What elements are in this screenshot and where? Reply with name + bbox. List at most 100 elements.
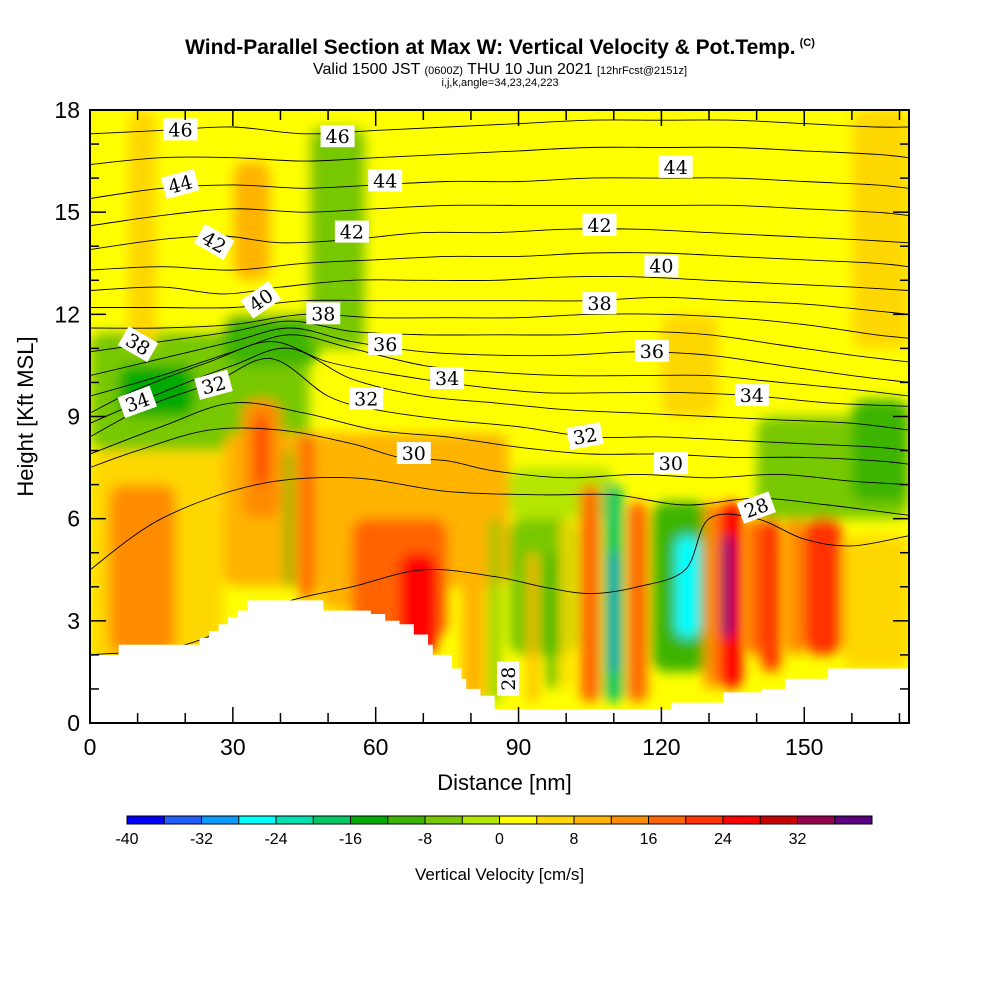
y-tick-label: 15 xyxy=(54,199,80,225)
terrain xyxy=(90,600,909,723)
copyright-mark: (C) xyxy=(799,37,815,49)
theta-label-text: 32 xyxy=(354,389,378,411)
velocity-cell xyxy=(489,518,500,703)
y-axis-label: Height [Kft MSL] xyxy=(13,336,38,496)
theta-label-30: 30 xyxy=(653,452,688,475)
theta-contour-36 xyxy=(90,327,909,383)
theta-contour-30 xyxy=(90,427,909,486)
theta-contour-31 xyxy=(90,402,909,465)
theta-label-box xyxy=(117,326,159,363)
velocity-cell xyxy=(851,110,909,349)
colorbar: -40 -32 -24 -16 -8 0 8 16 24 32 Vertical Velocity … xyxy=(115,815,873,884)
x-axis-label: Distance [nm] xyxy=(437,770,572,795)
velocity-cell xyxy=(232,161,271,281)
colorbar-swatch xyxy=(760,816,798,824)
colorbar-swatch xyxy=(685,816,724,824)
y-tick-label: 0 xyxy=(67,710,80,736)
theta-label-text: 44 xyxy=(373,171,397,193)
x-tick-label: 120 xyxy=(642,734,680,760)
theta-label-text: 30 xyxy=(659,453,683,475)
velocity-cell xyxy=(461,518,486,703)
chart-subtitle: Valid 1500 JST (0600Z) THU 10 Jun 2021 [… xyxy=(0,61,1000,79)
theta-label-box xyxy=(194,223,235,260)
theta-contour-37 xyxy=(90,320,909,363)
y-tick-label: 18 xyxy=(54,97,80,123)
velocity-cell xyxy=(675,535,700,638)
theta-label-box xyxy=(334,220,369,243)
theta-label-42: 42 xyxy=(334,220,369,244)
colorbar-swatch xyxy=(462,816,500,824)
theta-label-text: 32 xyxy=(571,424,599,450)
velocity-cell xyxy=(661,314,719,417)
forecast-info: [12hrFcst@2151z] xyxy=(596,65,688,77)
valid-zulu: (0600Z) xyxy=(424,65,463,77)
colorbar-swatch xyxy=(127,816,165,824)
theta-label-44: 44 xyxy=(368,169,403,193)
colorbar-tick-label: 32 xyxy=(789,831,807,848)
theta-label-text: 42 xyxy=(587,215,611,237)
velocity-cell xyxy=(299,433,314,601)
velocity-cell xyxy=(528,552,538,703)
x-tick-label: 90 xyxy=(506,734,532,760)
theta-label-box xyxy=(634,339,669,362)
theta-label-32: 32 xyxy=(566,422,604,450)
theta-label-46: 46 xyxy=(163,118,198,141)
theta-label-46: 46 xyxy=(320,125,355,148)
theta-label-text: 36 xyxy=(640,341,664,363)
theta-label-28: 28 xyxy=(497,661,520,696)
colorbar-swatch xyxy=(648,816,687,824)
theta-contour-35 xyxy=(90,334,909,397)
x-tick-label: 0 xyxy=(84,734,97,760)
theta-label-box xyxy=(736,491,776,524)
theta-contour-45 xyxy=(90,146,909,165)
velocity-cell xyxy=(547,552,557,689)
theta-contour-40 xyxy=(90,276,909,295)
colorbar-tick-label: -24 xyxy=(264,831,287,848)
theta-label-34: 34 xyxy=(734,384,769,407)
colorbar-swatch xyxy=(425,816,463,824)
y-tick-label: 6 xyxy=(67,506,80,532)
theta-label-44: 44 xyxy=(658,155,693,179)
theta-label-text: 42 xyxy=(340,222,364,244)
velocity-cell xyxy=(785,518,805,655)
y-tick-label: 12 xyxy=(54,301,80,327)
chart-title: Wind-Parallel Section at Max W: Vertical… xyxy=(0,36,1000,60)
theta-label-box xyxy=(653,452,688,475)
theta-contour-39 xyxy=(90,296,909,315)
theta-label-box xyxy=(497,661,519,696)
theta-label-box xyxy=(582,292,617,315)
velocity-cell xyxy=(561,518,571,689)
velocity-cell xyxy=(747,518,762,655)
theta-label-box xyxy=(658,155,693,178)
velocity-cell xyxy=(723,535,733,638)
valid-date: THU 10 Jun 2021 xyxy=(467,61,593,78)
x-tick-label: 150 xyxy=(785,734,823,760)
theta-label-box xyxy=(306,302,341,325)
velocity-cell xyxy=(804,518,843,655)
theta-label-text: 44 xyxy=(664,157,688,179)
velocity-cell xyxy=(704,501,719,689)
colorbar-swatch xyxy=(797,816,836,824)
theta-label-38: 38 xyxy=(582,292,617,315)
colorbar-swatch xyxy=(574,816,612,824)
theta-contour-38 xyxy=(90,313,909,339)
theta-label-box xyxy=(368,169,403,192)
theta-label-box xyxy=(194,369,233,400)
theta-label-text: 28 xyxy=(498,667,520,691)
colorbar-swatch xyxy=(276,816,314,824)
colorbar-tick-label: -8 xyxy=(418,831,432,848)
theta-contour-44 xyxy=(90,177,909,199)
velocity-cell xyxy=(842,535,909,669)
theta-label-box xyxy=(644,254,679,277)
theta-label-32: 32 xyxy=(349,387,384,411)
theta-label-box xyxy=(320,125,355,148)
velocity-cell xyxy=(611,552,617,672)
theta-label-34: 34 xyxy=(430,367,465,390)
theta-label-text: 34 xyxy=(435,368,459,390)
colorbar-label: Vertical Velocity [cm/s] xyxy=(415,865,584,884)
theta-label-34: 34 xyxy=(117,385,157,419)
theta-label-box xyxy=(430,367,465,389)
y-tick-label: 3 xyxy=(67,608,80,634)
